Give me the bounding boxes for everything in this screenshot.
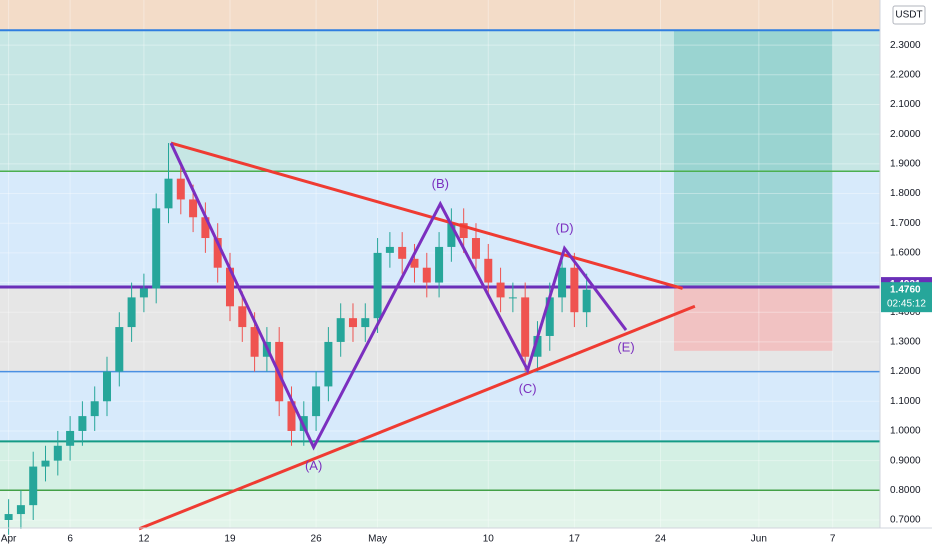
x-tick-label: May [368, 534, 387, 545]
wave-label: (B) [432, 176, 449, 191]
candle-body [324, 341, 333, 387]
candle-body [164, 178, 173, 209]
candle-body [508, 297, 517, 299]
candle-body [398, 246, 407, 259]
candle-body [115, 327, 124, 372]
candle-body [78, 416, 87, 431]
candle-body [582, 289, 591, 313]
x-tick-label: 6 [67, 534, 73, 545]
x-tick-label: 17 [569, 534, 581, 545]
y-tick-label: 1.3000 [890, 337, 921, 348]
y-tick-label: 2.0000 [890, 129, 921, 140]
candle-body [201, 217, 210, 239]
x-tick-label: 24 [655, 534, 667, 545]
candle-body [447, 223, 456, 247]
y-tick-label: 0.9000 [890, 455, 921, 466]
candle-body [545, 297, 554, 336]
candle-body [41, 460, 50, 467]
candle-body [410, 258, 419, 268]
candle-body [16, 505, 25, 515]
candle-body [533, 335, 542, 357]
candle-body [189, 199, 198, 218]
candle-body [471, 238, 480, 259]
candle-body [66, 430, 75, 446]
candle-body [139, 288, 148, 298]
x-tick-label: Jun [751, 534, 767, 545]
candle-body [127, 297, 136, 328]
candle-body [521, 297, 530, 357]
y-tick-label: 0.7000 [890, 515, 921, 526]
wave-line [169, 142, 628, 451]
y-tick-label: 1.0000 [890, 426, 921, 437]
wave-label: (C) [519, 381, 537, 396]
candle-body [385, 246, 394, 253]
candle-body [361, 318, 370, 328]
y-tick-label: 2.2000 [890, 69, 921, 80]
candle-body [459, 223, 468, 239]
candle-body [484, 258, 493, 283]
y-tick-label: 2.3000 [890, 40, 921, 51]
candle-body [225, 267, 234, 307]
candle-body [312, 386, 321, 417]
x-tick-label: Apr [1, 534, 17, 545]
trendline [138, 304, 696, 531]
candle-body [29, 466, 38, 506]
x-tick-label: 26 [311, 534, 323, 545]
candle-body [435, 246, 444, 283]
candle-body [152, 208, 161, 289]
candle-body [570, 267, 579, 313]
candle-body [176, 178, 185, 200]
candle-body [213, 238, 222, 268]
candle-body [422, 267, 431, 283]
profit-zone [673, 30, 833, 288]
loss-zone [673, 287, 833, 351]
y-tick-label: 1.4000 [890, 307, 921, 318]
zone [0, 490, 880, 528]
y-tick-label: 1.8000 [890, 188, 921, 199]
candle-body [238, 306, 247, 328]
y-tick-label: 1.7000 [890, 218, 921, 229]
x-tick-label: 10 [483, 534, 495, 545]
trendline [170, 141, 684, 290]
x-tick-label: 7 [830, 534, 836, 545]
currency-label: USDT [895, 10, 922, 21]
candle-body [250, 327, 259, 357]
candle-body [53, 445, 62, 461]
currency-badge[interactable] [892, 5, 926, 25]
wave-label: (D) [556, 221, 574, 236]
x-tick-label: 19 [224, 534, 236, 545]
y-tick-label: 1.2000 [890, 366, 921, 377]
x-tick-label: 12 [138, 534, 150, 545]
price-tag [881, 282, 932, 313]
zone [0, 441, 880, 491]
candle-body [287, 401, 296, 431]
candle-body [336, 318, 345, 342]
candle-body [348, 318, 357, 328]
y-tick-label: 1.6000 [890, 248, 921, 259]
zone [0, 0, 880, 31]
wave-label: (A) [305, 458, 322, 473]
plot-area: (A) (B) (C) (D) (E) [0, 0, 880, 535]
candle-body [373, 252, 382, 319]
candle-body [4, 514, 13, 520]
candle-body [496, 282, 505, 298]
y-tick-label: 0.8000 [890, 485, 921, 496]
candle-body [90, 401, 99, 417]
y-tick-label: 1.9000 [890, 158, 921, 169]
wave-label: (E) [617, 339, 634, 354]
y-tick-label: 2.1000 [890, 99, 921, 110]
y-tick-label: 1.1000 [890, 396, 921, 407]
price-tag-label: 1.4760 [890, 284, 921, 295]
candle-body [103, 371, 112, 402]
countdown: 02:45:12 [887, 298, 926, 309]
candle-body [558, 267, 567, 298]
zone [0, 371, 880, 442]
